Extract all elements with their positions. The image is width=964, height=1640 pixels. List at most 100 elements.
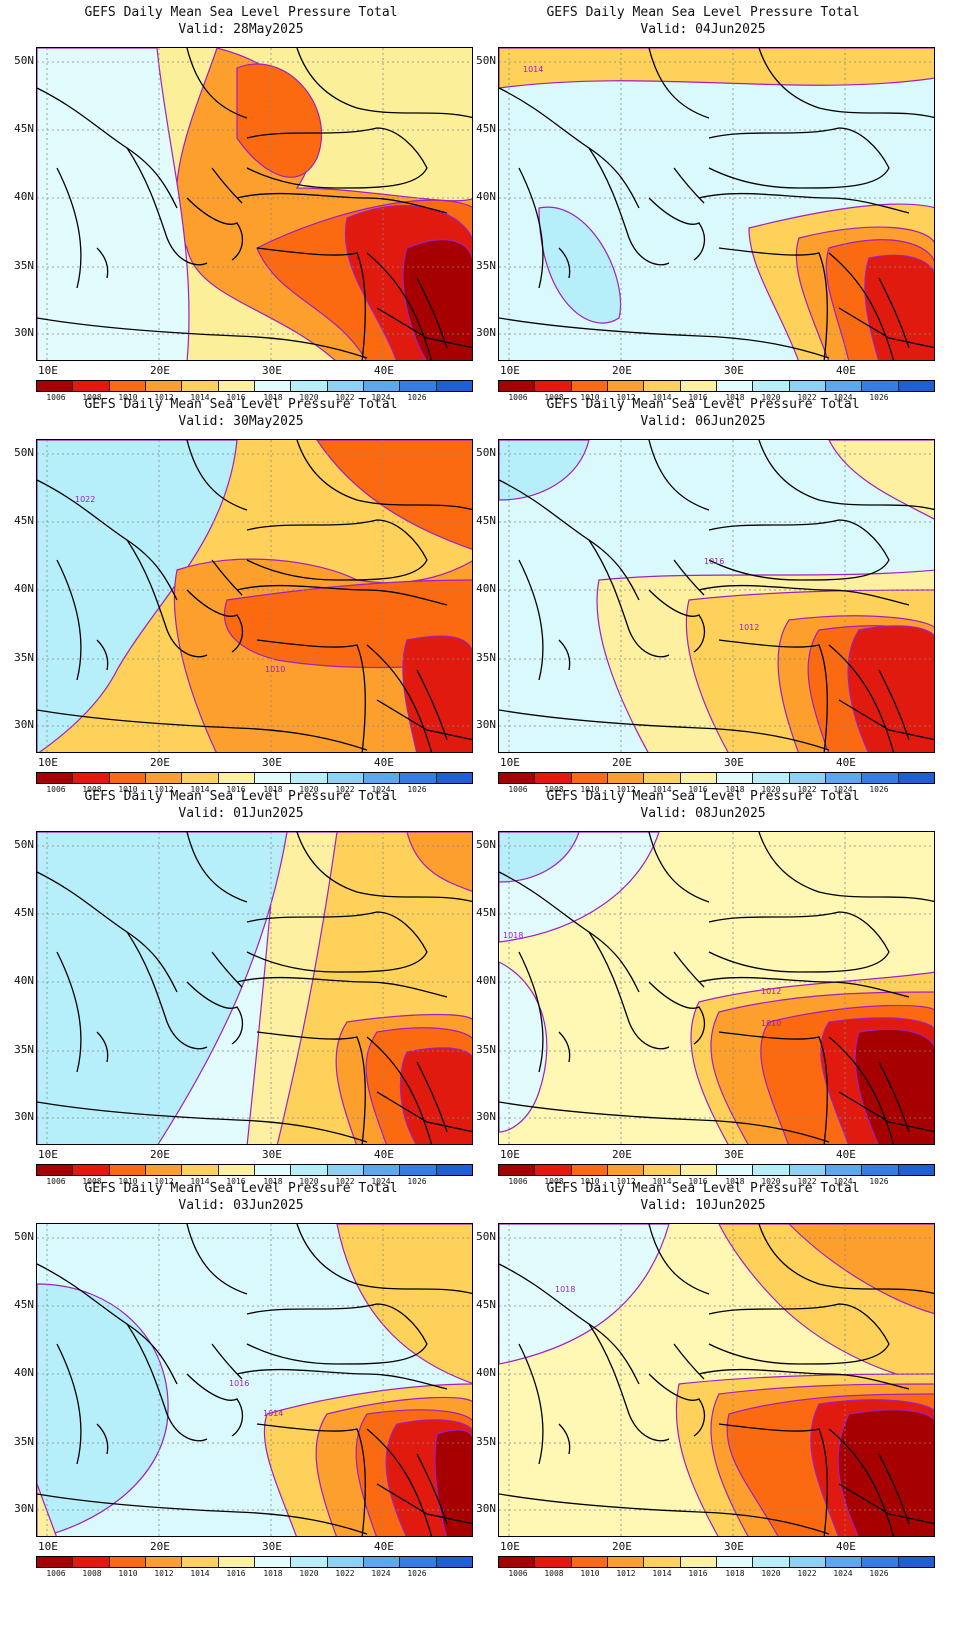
coastline (718, 1423, 828, 1536)
colorbar-swatch (716, 1165, 754, 1175)
contour-label: 1014 (523, 65, 543, 74)
contour-label: 1010 (265, 665, 285, 674)
colorbar-swatch (607, 1557, 645, 1567)
latitude-label: 35N (14, 651, 34, 664)
pressure-contour-region (37, 1283, 169, 1536)
colorbar-tick-label: 1026 (869, 785, 889, 794)
colorbar-swatch (254, 381, 292, 391)
colorbar-swatch (73, 1557, 110, 1567)
colorbar-tick-label: 1006 (46, 785, 66, 794)
coastline (96, 247, 109, 279)
colorbar-tick-label: 1016 (688, 1177, 708, 1186)
latitude-label: 40N (14, 1366, 34, 1379)
pressure-contour-region (499, 440, 590, 501)
colorbar-tick-label: 1026 (407, 1569, 427, 1578)
colorbar-tick-label: 1022 (797, 1569, 817, 1578)
coastline (366, 252, 433, 360)
coastline (588, 1323, 670, 1442)
colorbar-tick-label: 1012 (154, 785, 174, 794)
colorbar-swatch (898, 381, 934, 391)
colorbar-swatch (535, 1165, 572, 1175)
colorbar-tick-label: 1010 (580, 1569, 600, 1578)
coastline (708, 1303, 890, 1365)
panel-title: GEFS Daily Mean Sea Level Pressure Total (84, 1181, 398, 1196)
colorbar-tick-label: 1026 (407, 393, 427, 402)
colorbar-tick-label: 1008 (82, 1569, 102, 1578)
colorbar-swatch (73, 381, 110, 391)
forecast-panel: GEFS Daily Mean Sea Level Pressure Total… (0, 0, 482, 410)
coastline (126, 147, 208, 266)
panel-valid-date: Valid: 30May2025 (178, 414, 304, 429)
colorbar-swatch (37, 381, 74, 391)
latitude-label: 45N (14, 514, 34, 527)
colorbar-tick-label: 1018 (263, 785, 283, 794)
panel-title: GEFS Daily Mean Sea Level Pressure Total (546, 1181, 860, 1196)
latitude-label: 50N (476, 838, 496, 851)
coastline (499, 1101, 830, 1143)
colorbar-tick-label: 1022 (797, 393, 817, 402)
coastline (246, 1303, 428, 1365)
coastline (256, 247, 366, 360)
latitude-label: 40N (14, 582, 34, 595)
colorbar-tick-label: 1012 (616, 1177, 636, 1186)
coastline (56, 559, 82, 681)
colorbar-tick-label: 1014 (190, 1177, 210, 1186)
colorbar-tick-label: 1006 (46, 393, 66, 402)
coastline (588, 539, 670, 658)
latitude-label: 40N (476, 974, 496, 987)
coastline (416, 1453, 448, 1525)
forecast-panel: GEFS Daily Mean Sea Level Pressure Total… (462, 1176, 944, 1586)
colorbar-tick-label: 1020 (761, 393, 781, 402)
colorbar-swatch (789, 773, 826, 783)
colorbar-swatch (680, 1557, 717, 1567)
coastline (126, 539, 208, 658)
colorbar (36, 1164, 473, 1176)
latitude-label: 40N (476, 190, 496, 203)
pressure-contour-region (336, 1224, 472, 1384)
coastline (499, 1263, 640, 1385)
colorbar-tick-label: 1020 (299, 1569, 319, 1578)
colorbar-swatch (291, 1165, 328, 1175)
coastline (186, 197, 244, 261)
coastline (96, 1423, 109, 1455)
coastline (708, 519, 890, 581)
coastline (256, 1031, 366, 1144)
colorbar-tick-label: 1012 (154, 393, 174, 402)
coastline (758, 440, 934, 511)
longitude-label: 40E (374, 756, 394, 769)
colorbar-tick-label: 1024 (371, 393, 391, 402)
colorbar-swatch (182, 1165, 219, 1175)
colorbar-swatch (644, 1165, 681, 1175)
longitude-label: 10E (38, 756, 58, 769)
pressure-map: 1016 1012 (498, 439, 935, 753)
colorbar-swatch (218, 1557, 255, 1567)
contour-label: 1016 (229, 1379, 249, 1388)
coastline (366, 644, 433, 752)
pressure-map: 1014 (498, 47, 935, 361)
longitude-label: 30E (262, 1148, 282, 1161)
coastline (648, 981, 706, 1045)
panel-title: GEFS Daily Mean Sea Level Pressure Total (546, 5, 860, 20)
coastline (558, 247, 571, 279)
colorbar (498, 1556, 935, 1568)
colorbar-swatch (789, 381, 826, 391)
coastline (878, 669, 910, 741)
coastline (376, 307, 472, 349)
longitude-label: 20E (612, 364, 632, 377)
colorbar-tick-label: 1008 (544, 1177, 564, 1186)
colorbar-swatch (753, 773, 790, 783)
colorbar-swatch (363, 773, 401, 783)
colorbar-tick-label: 1022 (797, 1177, 817, 1186)
colorbar-tick-label: 1006 (508, 393, 528, 402)
coastline (296, 1224, 472, 1295)
latitude-label: 30N (476, 326, 496, 339)
colorbar-swatch (218, 1165, 255, 1175)
pressure-contour-region (828, 440, 934, 520)
colorbar-tick-label: 1014 (652, 785, 672, 794)
colorbar (498, 1164, 935, 1176)
coastline (499, 479, 640, 601)
coastline (37, 1263, 178, 1385)
coastline (838, 1483, 934, 1525)
colorbar-tick-label: 1026 (407, 1177, 427, 1186)
colorbar-swatch (37, 1557, 74, 1567)
